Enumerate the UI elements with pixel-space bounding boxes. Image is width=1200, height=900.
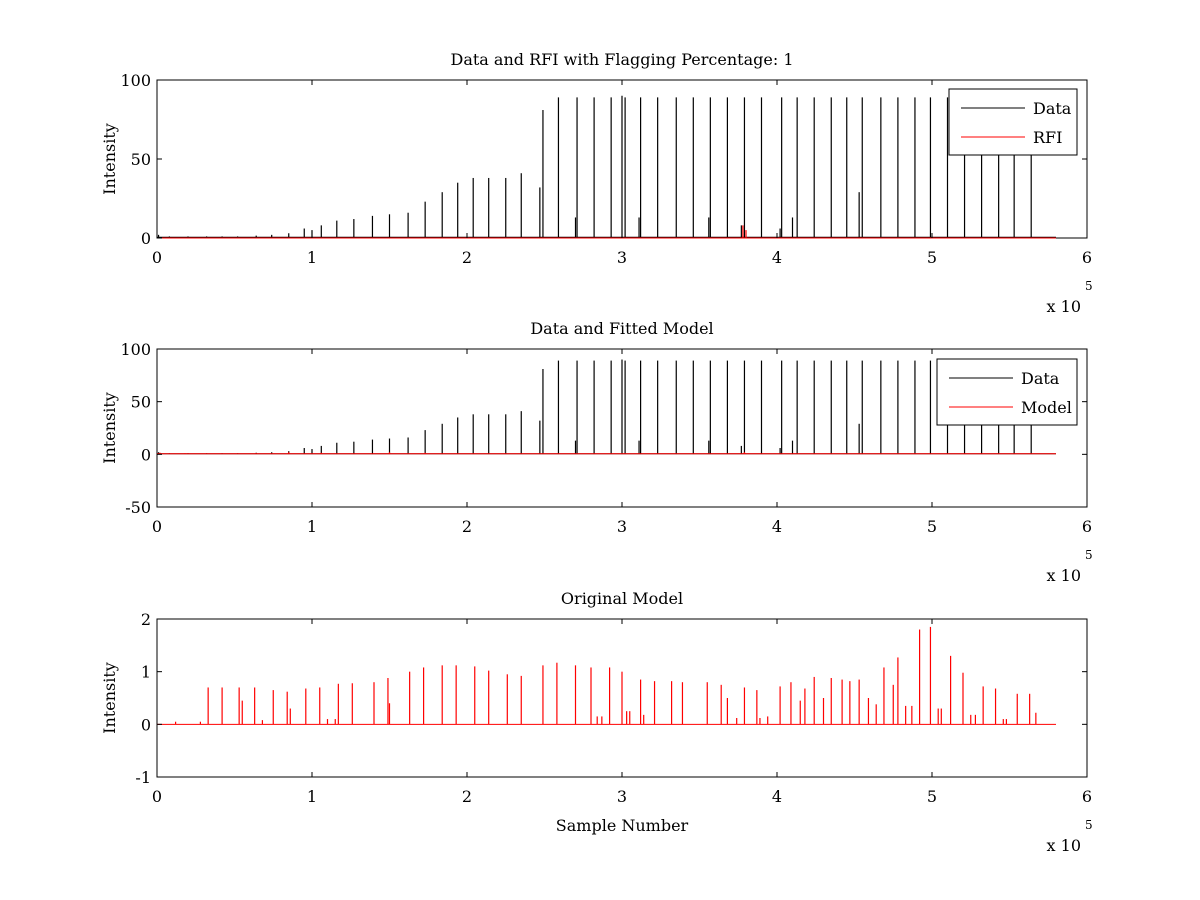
legend-label: Model	[1021, 398, 1072, 417]
x-tick-label: 0	[152, 787, 162, 806]
subplot-1: 0 1 2 3 4 5 6 0 50 100 Data and RFI with Flagging …	[100, 50, 1093, 316]
series-group	[157, 626, 1056, 725]
x-tick-label: 1	[307, 517, 317, 536]
series-group	[157, 95, 1056, 239]
x-multiplier-exponent: 5	[1085, 279, 1093, 293]
x-tick-label: 5	[927, 787, 937, 806]
y-tick-label: 2	[141, 610, 151, 629]
x-tick-label: 5	[927, 248, 937, 267]
y-axis-label: Intensity	[100, 123, 119, 195]
legend-label: Data	[1033, 99, 1072, 118]
x-tick-label: 4	[772, 248, 782, 267]
y-tick-label: 0	[141, 715, 151, 734]
y-tick-label: -50	[125, 498, 151, 517]
subplot-title: Data and Fitted Model	[530, 319, 713, 338]
x-tick-label: 3	[617, 787, 627, 806]
y-axis-label: Intensity	[100, 392, 119, 464]
x-tick-label: 6	[1082, 787, 1092, 806]
series-group	[157, 359, 1056, 455]
legend: Data Model	[936, 358, 1078, 426]
x-tick-label: 3	[617, 517, 627, 536]
x-tick-label: 2	[462, 517, 472, 536]
x-multiplier: x 10	[1047, 297, 1081, 316]
legend-label: RFI	[1033, 128, 1062, 147]
y-tick-label: 0	[141, 445, 151, 464]
x-multiplier: x 10	[1047, 566, 1081, 585]
subplot-title: Data and RFI with Flagging Percentage: 1	[450, 50, 793, 69]
x-tick-label: 0	[152, 517, 162, 536]
x-tick-label: 2	[462, 787, 472, 806]
x-tick-label: 4	[772, 517, 782, 536]
x-tick-label: 3	[617, 248, 627, 267]
x-tick-label: 1	[307, 248, 317, 267]
y-tick-label: -1	[135, 768, 151, 787]
y-tick-label: 1	[141, 663, 151, 682]
y-tick-label: 100	[120, 340, 151, 359]
y-tick-label: 0	[141, 229, 151, 248]
x-tick-label: 0	[152, 248, 162, 267]
x-tick-label: 1	[307, 787, 317, 806]
subplot-title: Original Model	[561, 589, 683, 608]
x-axis-label: Sample Number	[556, 816, 689, 835]
legend: Data RFI	[948, 88, 1078, 156]
x-tick-label: 4	[772, 787, 782, 806]
x-tick-label: 5	[927, 517, 937, 536]
legend-box	[936, 358, 1078, 426]
y-axis-label: Intensity	[100, 662, 119, 734]
x-tick-label: 2	[462, 248, 472, 267]
x-multiplier-exponent: 5	[1085, 818, 1093, 832]
x-multiplier-exponent: 5	[1085, 548, 1093, 562]
x-tick-label: 6	[1082, 248, 1092, 267]
legend-label: Data	[1021, 369, 1060, 388]
y-tick-label: 50	[131, 150, 151, 169]
x-multiplier: x 10	[1047, 836, 1081, 855]
legend-box	[948, 88, 1078, 156]
x-tick-label: 6	[1082, 517, 1092, 536]
y-tick-label: 100	[120, 71, 151, 90]
y-tick-label: 50	[131, 393, 151, 412]
